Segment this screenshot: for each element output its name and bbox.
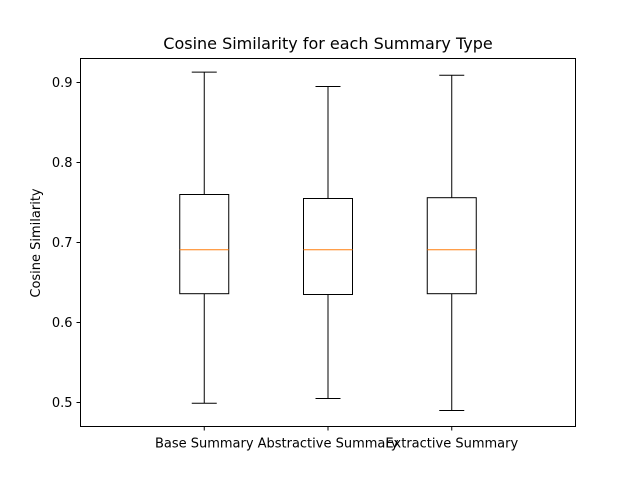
x-tick-label: Base Summary [155,437,254,452]
axes-frame [80,58,576,427]
y-tick-label: 0.6 [52,316,73,331]
iqr-box [426,197,477,295]
iqr-box [303,198,353,295]
y-axis-label: Cosine Similarity [29,188,44,298]
y-tick-label: 0.5 [52,396,73,411]
iqr-box [179,194,230,295]
x-tick-label: Extractive Summary [385,437,518,452]
x-tick-label: Abstractive Summary [258,437,399,452]
plot-area: 0.5 0.6 0.7 0.8 0.9 Base Summary Abstractive S… [52,71,518,452]
y-tick-label: 0.9 [52,76,73,91]
y-tick-label: 0.8 [52,156,73,171]
y-tick-label: 0.7 [52,236,73,251]
chart-title: Cosine Similarity for each Summary Type [163,34,492,53]
